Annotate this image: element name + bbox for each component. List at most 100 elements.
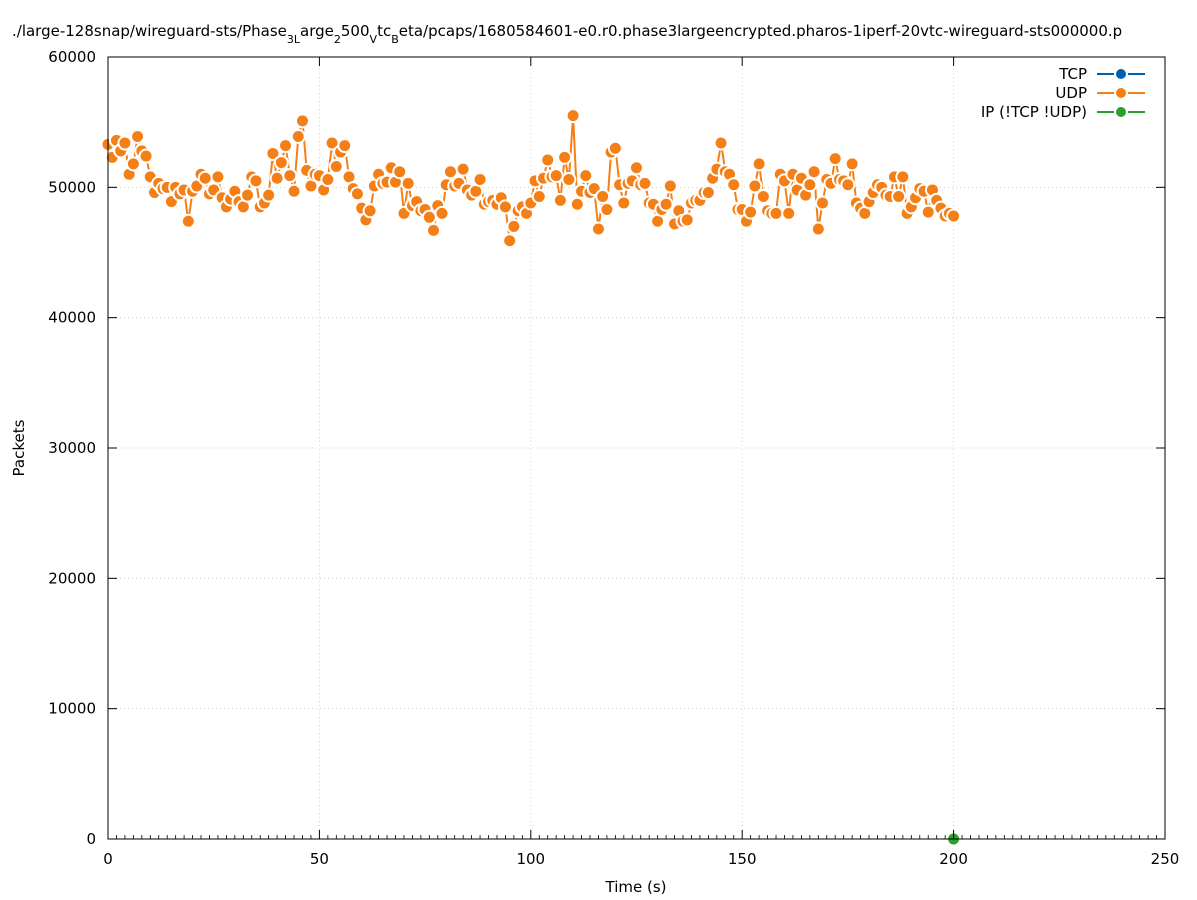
y-tick-label: 60000 <box>48 48 96 66</box>
y-tick-label: 40000 <box>48 309 96 327</box>
data-point <box>815 195 831 211</box>
ticks <box>107 56 1166 840</box>
data-point <box>561 172 577 188</box>
data-point <box>337 138 353 154</box>
legend-marker <box>1114 105 1128 119</box>
data-point <box>180 213 196 229</box>
legend-item: TCP <box>1058 65 1145 83</box>
data-point <box>637 175 653 191</box>
legend-marker <box>1114 86 1128 100</box>
data-point <box>557 149 573 165</box>
data-point <box>282 168 298 184</box>
legend-item: UDP <box>1055 84 1145 102</box>
data-point <box>599 201 615 217</box>
title-part-1: 3L <box>287 33 301 46</box>
data-point <box>751 156 767 172</box>
data-point <box>747 178 763 194</box>
data-point <box>349 186 365 202</box>
tick-labels: 0 50 100 150 200 250 0 10000 20000 30000 40000 5000… <box>48 48 1179 868</box>
data-point <box>362 203 378 219</box>
data-point <box>810 221 826 237</box>
legend-marker <box>1114 67 1128 81</box>
data-point <box>328 158 344 174</box>
data-point <box>294 113 310 129</box>
legend-item: IP (!TCP !UDP) <box>981 103 1145 121</box>
series-layer <box>100 108 962 847</box>
data-point <box>806 164 822 180</box>
data-point <box>802 177 818 193</box>
y-tick-label: 50000 <box>48 178 96 196</box>
x-axis-label: Time (s) <box>605 878 667 896</box>
data-point <box>629 160 644 176</box>
data-point <box>726 177 742 193</box>
data-point <box>442 164 458 180</box>
data-point <box>117 135 133 151</box>
chart-title: ./large-128snap/wireguard-sts/Phase3Larg… <box>12 22 1122 46</box>
x-tick-label: 50 <box>310 850 329 868</box>
data-point <box>755 188 771 204</box>
data-point <box>197 170 213 186</box>
y-tick-label: 0 <box>86 830 96 848</box>
data-point <box>130 129 146 145</box>
data-point <box>569 196 585 212</box>
data-point <box>679 212 695 228</box>
x-tick-label: 250 <box>1151 850 1180 868</box>
data-point <box>392 164 408 180</box>
data-point <box>743 204 759 220</box>
data-point <box>210 169 226 185</box>
data-point <box>827 151 843 167</box>
data-point <box>616 195 632 211</box>
data-point <box>607 140 623 156</box>
y-tick-label: 20000 <box>48 569 96 587</box>
data-point <box>434 205 450 221</box>
title-part-2: arge <box>300 22 334 40</box>
series-1 <box>100 108 962 249</box>
data-point <box>426 222 442 238</box>
data-point <box>248 173 264 189</box>
data-point <box>506 218 522 234</box>
data-point <box>840 177 856 193</box>
x-tick-label: 150 <box>728 850 757 868</box>
y-tick-label: 10000 <box>48 700 96 718</box>
title-part-5: V <box>370 33 378 46</box>
data-point <box>590 221 606 237</box>
data-point <box>278 138 294 154</box>
data-point <box>400 175 416 191</box>
data-point <box>595 188 611 204</box>
data-point <box>125 156 141 172</box>
data-point <box>565 108 581 124</box>
data-point <box>781 205 797 221</box>
title-part-7: B <box>391 33 399 46</box>
data-point <box>713 135 729 151</box>
data-point <box>269 170 285 186</box>
data-point <box>920 204 936 220</box>
title-part-0: ./large-128snap/wireguard-sts/Phase <box>12 22 287 40</box>
data-point <box>844 156 860 172</box>
legend-label: IP (!TCP !UDP) <box>981 103 1087 121</box>
data-point <box>265 145 281 161</box>
data-point <box>472 172 488 188</box>
data-point <box>455 161 471 177</box>
data-point <box>662 178 678 194</box>
data-point <box>273 155 289 171</box>
data-point <box>240 187 256 203</box>
x-tick-label: 200 <box>939 850 968 868</box>
data-point <box>946 208 962 224</box>
data-point <box>497 199 513 215</box>
legend-label: TCP <box>1058 65 1087 83</box>
data-point <box>768 205 784 221</box>
data-point <box>502 233 518 249</box>
data-point <box>552 192 568 208</box>
data-point <box>138 148 154 164</box>
x-tick-label: 100 <box>516 850 545 868</box>
legend-label: UDP <box>1055 84 1087 102</box>
data-point <box>700 185 716 201</box>
data-point <box>286 183 302 199</box>
data-point <box>531 188 547 204</box>
data-point <box>421 209 437 225</box>
title-part-8: eta/pcaps/1680584601-e0.r0.phase3largeen… <box>399 22 1122 40</box>
data-point <box>895 169 911 185</box>
title-part-6: tc <box>377 22 391 40</box>
